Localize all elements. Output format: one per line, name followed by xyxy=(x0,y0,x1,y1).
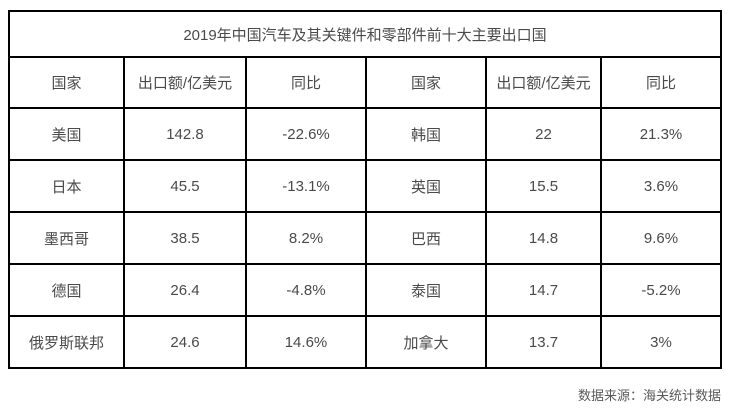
table-row: 美国 142.8 -22.6% 韩国 22 21.3% xyxy=(8,107,722,161)
export-table: 2019年中国汽车及其关键件和零部件前十大主要出口国 国家 出口额/亿美元 同比 国家… xyxy=(8,10,722,369)
yoy-cell: 8.2% xyxy=(245,211,367,265)
table-title-row: 2019年中国汽车及其关键件和零部件前十大主要出口国 xyxy=(8,10,722,58)
country-cell: 英国 xyxy=(365,159,487,213)
country-cell: 韩国 xyxy=(365,107,487,161)
column-header: 国家 xyxy=(8,56,125,109)
export-value-cell: 26.4 xyxy=(123,263,247,317)
export-value-cell: 45.5 xyxy=(123,159,247,213)
column-header: 同比 xyxy=(600,56,722,109)
table-title: 2019年中国汽车及其关键件和零部件前十大主要出口国 xyxy=(8,10,722,58)
country-cell: 巴西 xyxy=(365,211,487,265)
table-row: 墨西哥 38.5 8.2% 巴西 14.8 9.6% xyxy=(8,211,722,265)
export-value-cell: 13.7 xyxy=(485,315,602,369)
country-cell: 美国 xyxy=(8,107,125,161)
yoy-cell: 3% xyxy=(600,315,722,369)
column-header: 出口额/亿美元 xyxy=(123,56,247,109)
table-header-row: 国家 出口额/亿美元 同比 国家 出口额/亿美元 同比 xyxy=(8,56,722,109)
yoy-cell: -22.6% xyxy=(245,107,367,161)
export-value-cell: 14.7 xyxy=(485,263,602,317)
data-source-note: 数据来源：海关统计数据 xyxy=(577,388,721,403)
column-header: 同比 xyxy=(245,56,367,109)
yoy-cell: 9.6% xyxy=(600,211,722,265)
table-row: 德国 26.4 -4.8% 泰国 14.7 -5.2% xyxy=(8,263,722,317)
yoy-cell: -5.2% xyxy=(600,263,722,317)
export-value-cell: 22 xyxy=(485,107,602,161)
export-value-cell: 142.8 xyxy=(123,107,247,161)
yoy-cell: -4.8% xyxy=(245,263,367,317)
country-cell: 墨西哥 xyxy=(8,211,125,265)
yoy-cell: 21.3% xyxy=(600,107,722,161)
yoy-cell: -13.1% xyxy=(245,159,367,213)
export-value-cell: 24.6 xyxy=(123,315,247,369)
country-cell: 德国 xyxy=(8,263,125,317)
country-cell: 日本 xyxy=(8,159,125,213)
country-cell: 俄罗斯联邦 xyxy=(8,315,125,369)
table-row: 日本 45.5 -13.1% 英国 15.5 3.6% xyxy=(8,159,722,213)
table-row: 俄罗斯联邦 24.6 14.6% 加拿大 13.7 3% xyxy=(8,315,722,369)
export-table-container: 2019年中国汽车及其关键件和零部件前十大主要出口国 国家 出口额/亿美元 同比 国家… xyxy=(8,10,722,369)
column-header: 出口额/亿美元 xyxy=(485,56,602,109)
column-header: 国家 xyxy=(365,56,487,109)
yoy-cell: 3.6% xyxy=(600,159,722,213)
yoy-cell: 14.6% xyxy=(245,315,367,369)
export-value-cell: 14.8 xyxy=(485,211,602,265)
export-value-cell: 38.5 xyxy=(123,211,247,265)
export-value-cell: 15.5 xyxy=(485,159,602,213)
country-cell: 泰国 xyxy=(365,263,487,317)
country-cell: 加拿大 xyxy=(365,315,487,369)
